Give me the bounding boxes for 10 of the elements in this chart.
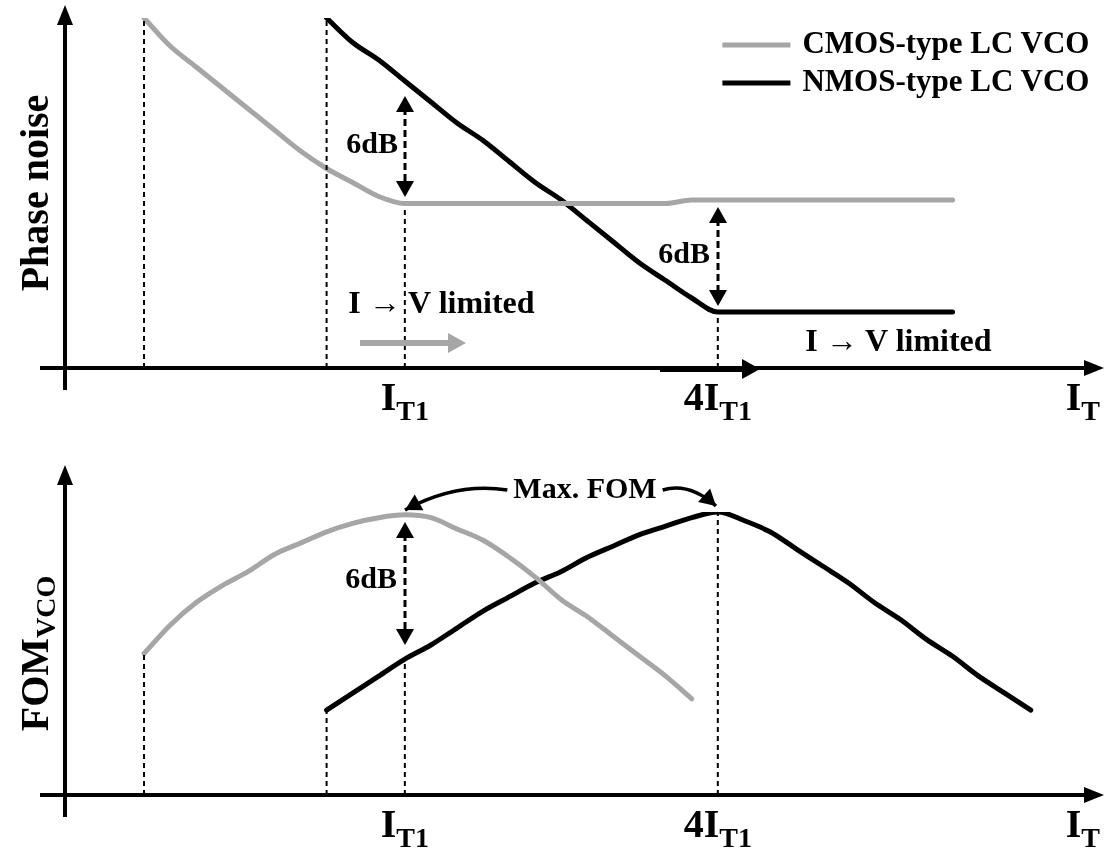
annotation: 6dB — [658, 235, 711, 269]
annotation: I → V limited — [348, 284, 535, 321]
legend-label: CMOS-type LC VCO — [802, 25, 1090, 61]
text: Max. FOM — [513, 470, 657, 504]
y-axis-title: FOMVCO — [12, 575, 62, 732]
annotation: I → V limited — [805, 322, 992, 359]
y-axis-title: Phase noise — [12, 94, 58, 292]
annotation: 6dB — [346, 125, 399, 159]
annotation: 6dB — [345, 560, 398, 594]
legend-label: NMOS-type LC VCO — [802, 63, 1090, 99]
